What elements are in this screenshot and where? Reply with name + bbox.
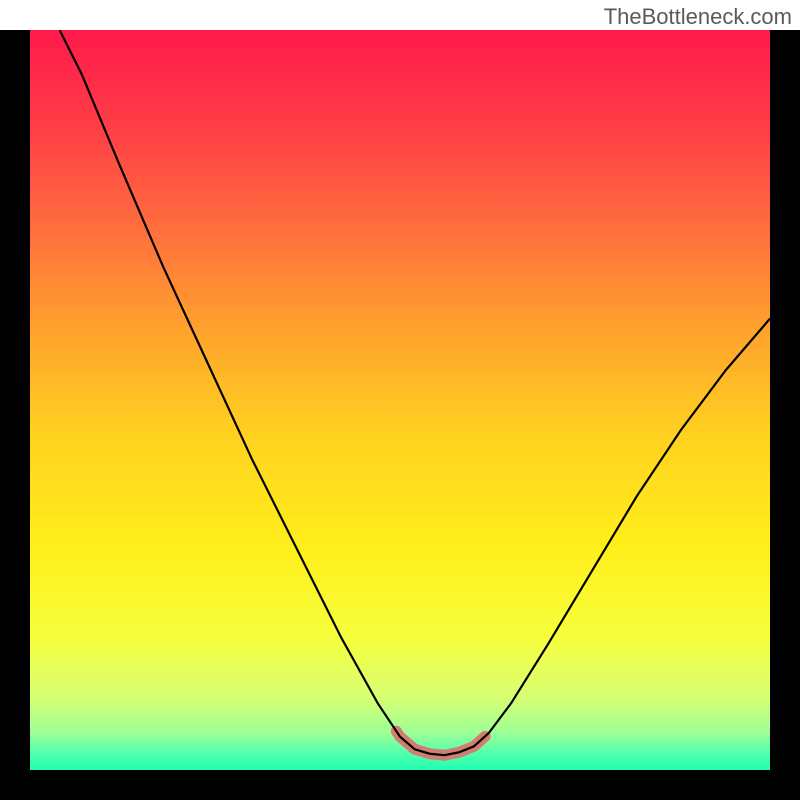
chart-gradient-bg — [30, 30, 770, 770]
plot-wrap — [0, 30, 800, 800]
chart-container: TheBottleneck.com — [0, 0, 800, 800]
watermark-text: TheBottleneck.com — [604, 4, 792, 30]
bottleneck-chart — [0, 30, 800, 800]
